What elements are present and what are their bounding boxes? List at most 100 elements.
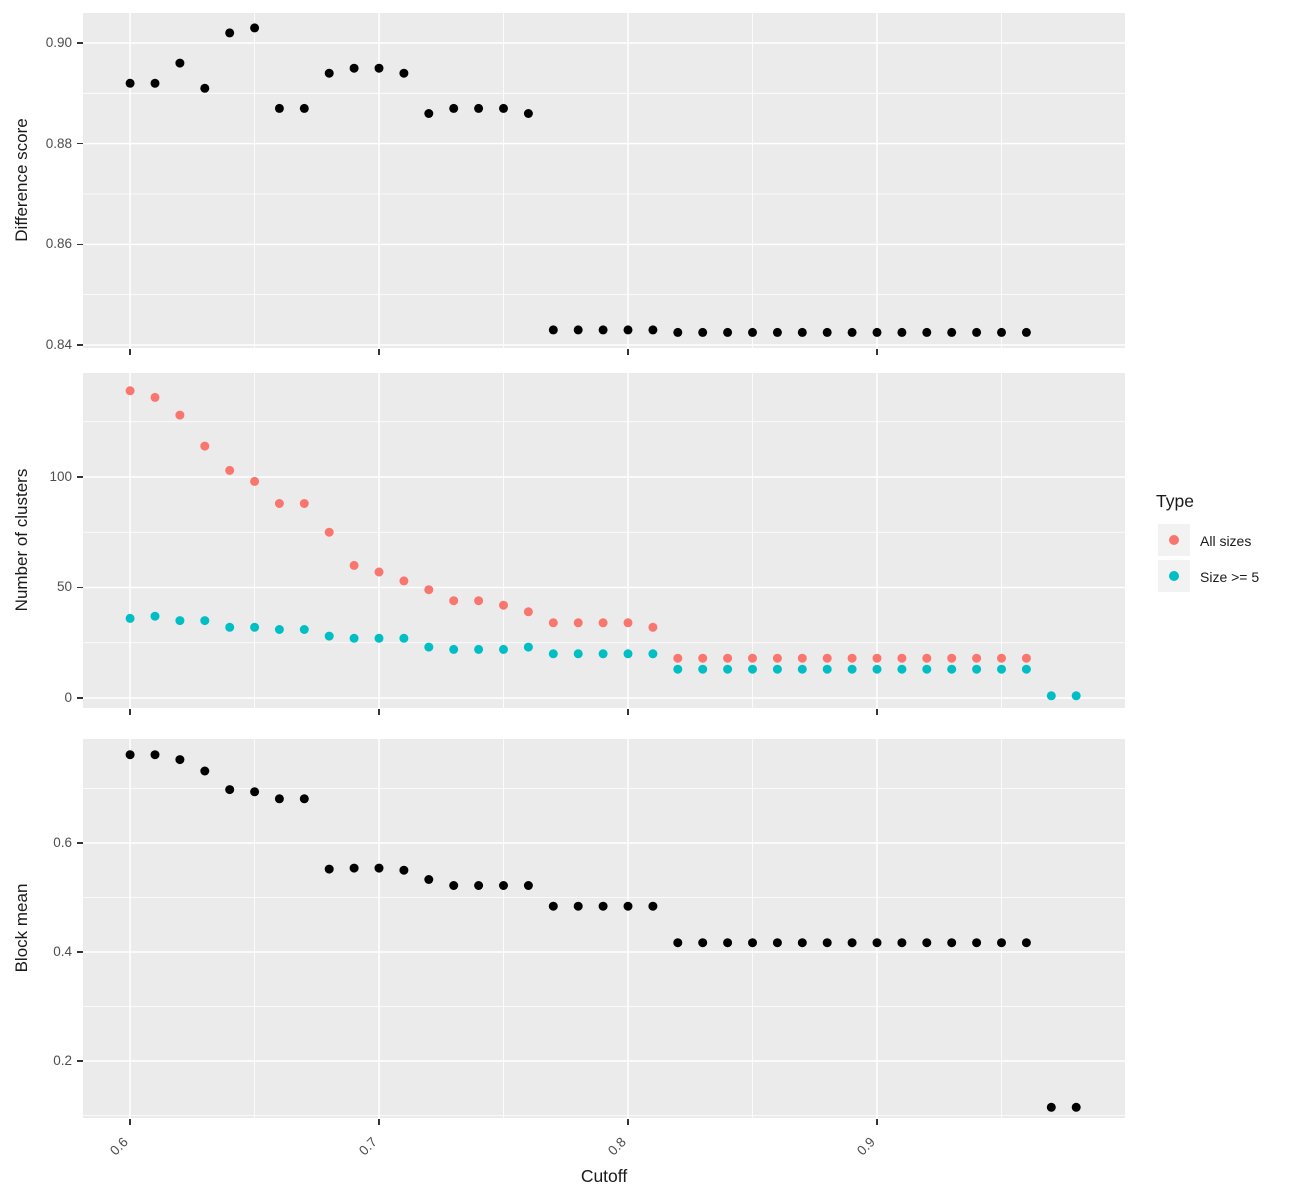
data-point (1021, 327, 1031, 337)
data-point (424, 875, 434, 884)
y-tick-mark (77, 42, 83, 44)
data-point (573, 325, 583, 335)
all-sizes-dot-icon (1169, 535, 1179, 545)
data-point (772, 327, 782, 337)
data-point (424, 585, 434, 595)
data-point (598, 618, 608, 628)
data-point (723, 327, 733, 337)
data-point (797, 327, 807, 337)
data-point (225, 465, 235, 475)
data-point (897, 664, 907, 674)
data-point (947, 653, 957, 663)
data-point (175, 616, 185, 626)
data-point (1046, 691, 1056, 701)
data-point (598, 901, 608, 911)
data-point (399, 865, 409, 875)
data-point (324, 631, 334, 641)
y-tick-mark (77, 697, 83, 699)
data-point (698, 653, 708, 663)
data-point (200, 766, 210, 776)
data-point (922, 664, 932, 674)
panel-block-mean (83, 739, 1125, 1118)
data-point (125, 78, 135, 88)
data-point (997, 938, 1006, 948)
data-point (150, 750, 160, 760)
data-point (299, 794, 309, 804)
data-point (947, 938, 957, 948)
data-point (922, 653, 932, 663)
y-tick-label: 0.86 (45, 236, 72, 252)
data-point (623, 649, 633, 659)
data-point (250, 622, 260, 632)
data-point (997, 327, 1006, 337)
data-point (1071, 1102, 1081, 1112)
data-point (324, 864, 334, 874)
data-point (474, 881, 484, 890)
data-point (648, 649, 658, 659)
data-point (748, 327, 757, 337)
data-point (723, 938, 733, 948)
data-point (374, 633, 384, 643)
data-point (499, 103, 508, 113)
data-point (449, 881, 459, 890)
y-tick-label: 0 (64, 689, 72, 705)
legend-label-size-ge5: Size >= 5 (1200, 569, 1260, 585)
data-point (499, 881, 508, 890)
data-point (972, 664, 982, 674)
x-tick-mark (129, 709, 131, 715)
x-tick-label: 0.6 (107, 1134, 131, 1159)
data-point (797, 664, 807, 674)
data-point (299, 625, 309, 634)
x-tick-mark (876, 709, 878, 715)
x-tick-label: 0.9 (854, 1134, 878, 1159)
data-point (573, 649, 583, 659)
data-point (324, 527, 334, 537)
data-point (772, 653, 782, 663)
data-point (150, 392, 160, 402)
data-point (972, 653, 982, 663)
data-point (822, 653, 832, 663)
data-point (474, 596, 484, 606)
data-point (150, 611, 160, 621)
data-point (150, 78, 160, 88)
data-point (897, 938, 907, 948)
y-tick-mark (77, 951, 83, 953)
y-tick-label: 0.84 (45, 336, 72, 352)
x-tick-mark (627, 349, 629, 355)
y-tick-label: 0.2 (53, 1052, 72, 1068)
data-point (200, 441, 210, 451)
data-point (474, 103, 484, 113)
data-point (997, 653, 1006, 663)
data-point (1021, 653, 1031, 663)
data-point (723, 664, 733, 674)
data-point (847, 664, 857, 674)
y-tick-label: 0.88 (45, 135, 72, 151)
data-point (897, 653, 907, 663)
data-point (1046, 1102, 1056, 1112)
data-point (449, 596, 459, 606)
data-point (474, 644, 484, 654)
data-point (399, 576, 409, 586)
data-point (623, 901, 633, 911)
panel-difference-score (83, 13, 1125, 348)
data-point (523, 109, 533, 118)
data-point (399, 633, 409, 643)
data-point (698, 938, 708, 948)
data-point (748, 664, 757, 674)
data-point (250, 787, 260, 797)
data-point (772, 664, 782, 674)
y-tick-mark (77, 243, 83, 246)
data-point (972, 327, 982, 337)
data-point (822, 664, 832, 674)
data-point (548, 901, 558, 911)
y-tick-mark (77, 344, 83, 346)
y-tick-mark (77, 586, 83, 589)
data-point (200, 616, 210, 626)
data-point (449, 103, 459, 113)
data-point (947, 664, 957, 674)
data-point (673, 653, 683, 663)
plot-area-number-of-clusters (83, 373, 1125, 708)
y-tick-mark (77, 842, 83, 844)
legend-key-size-ge5 (1158, 560, 1190, 592)
